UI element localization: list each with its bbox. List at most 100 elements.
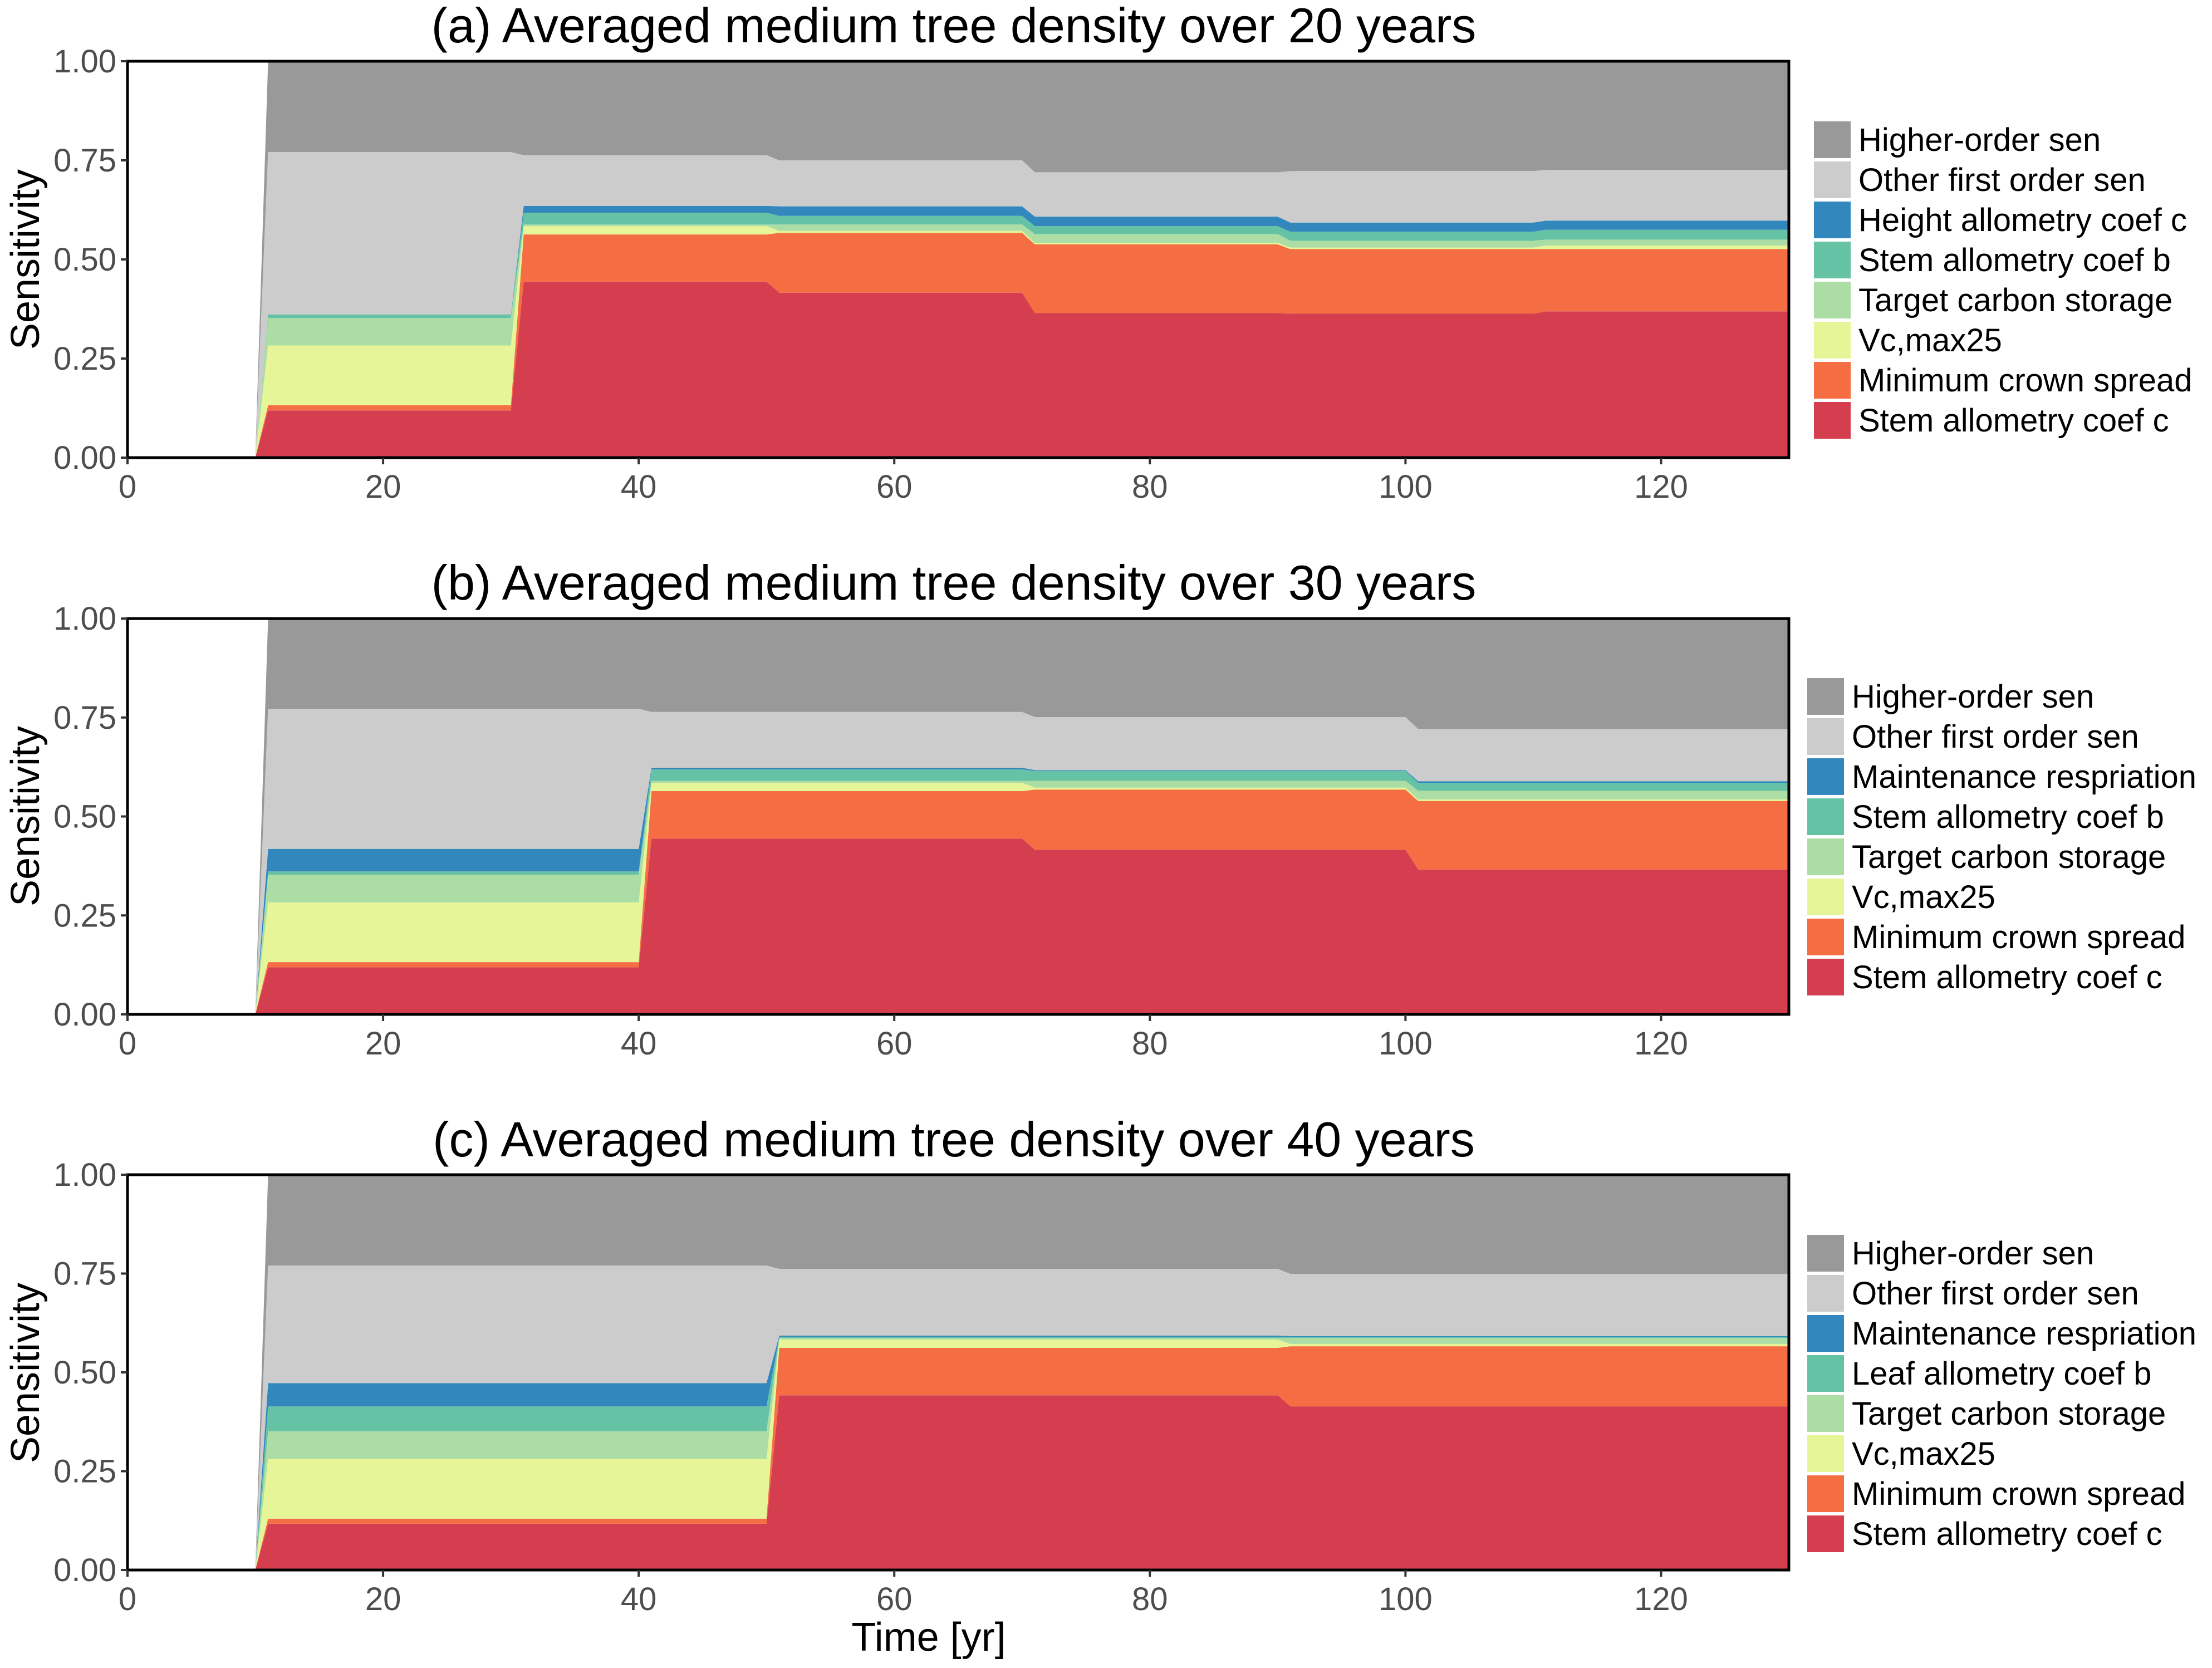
legend-label: Target carbon storage: [1852, 839, 2166, 875]
legend-key: [1807, 1475, 1844, 1512]
legend-label: Target carbon storage: [1858, 282, 2172, 318]
area-higher-order-sen: [255, 61, 1789, 458]
x-tick-label: 0: [119, 1581, 136, 1617]
legend-key: [1807, 678, 1844, 715]
panel-c: (c) Averaged medium tree density over 40…: [3, 1112, 2196, 1617]
y-axis-title: Sensitivity: [3, 1283, 48, 1463]
x-tick-label: 0: [119, 469, 136, 505]
x-tick-label: 40: [621, 1581, 657, 1617]
y-tick-label: 1.00: [53, 601, 116, 637]
area-layers: [255, 1175, 1789, 1570]
area-layers: [255, 619, 1789, 1014]
y-tick-label: 1.00: [53, 1157, 116, 1193]
legend-key: [1814, 161, 1851, 198]
area-minimum-crown-spread: [255, 1346, 1789, 1570]
legend-key: [1814, 242, 1851, 278]
y-tick-label: 0.25: [53, 897, 116, 934]
panel-title: (a) Averaged medium tree density over 20…: [431, 0, 1477, 53]
legend: Higher-order sen Other first order sen Hei…: [1814, 121, 2193, 439]
y-tick-label: 0.75: [53, 143, 116, 179]
y-tick-label: 0.00: [53, 1552, 116, 1588]
panel-title: (b) Averaged medium tree density over 30…: [431, 555, 1477, 610]
legend-label: Stem allometry coef b: [1858, 242, 2171, 278]
legend-label: Other first order sen: [1858, 162, 2146, 198]
legend-label: Stem allometry coef b: [1852, 799, 2164, 835]
x-axis-title: Time [yr]: [851, 1615, 1006, 1660]
legend-key: [1814, 202, 1851, 238]
area-target-carbon-storage: [255, 781, 1789, 1014]
legend: Higher-order sen Other first order sen Mai…: [1807, 678, 2196, 995]
legend-label: Target carbon storage: [1852, 1396, 2166, 1432]
y-tick-label: 0.75: [53, 700, 116, 736]
legend-label: Stem allometry coef c: [1852, 959, 2162, 995]
area-minimum-crown-spread: [255, 789, 1789, 1014]
legend-key: [1807, 758, 1844, 795]
legend-key: [1807, 1515, 1844, 1552]
legend-label: Vc,max25: [1852, 879, 1995, 915]
y-tick-label: 0.00: [53, 440, 116, 476]
legend-label: Minimum crown spread: [1858, 362, 2193, 399]
area-stem-allometry-coef-c: [255, 281, 1789, 458]
panel-a: (a) Averaged medium tree density over 20…: [3, 0, 2193, 505]
x-tick-label: 80: [1132, 1581, 1168, 1617]
legend-key: [1807, 959, 1844, 995]
legend-label: Leaf allometry coef b: [1852, 1356, 2151, 1392]
area-higher-order-sen: [255, 1175, 1789, 1570]
area-stem-allometry-coef-c: [255, 1395, 1789, 1570]
x-tick-label: 40: [621, 1026, 657, 1062]
legend-label: Minimum crown spread: [1852, 919, 2186, 955]
y-tick-label: 0.50: [53, 1355, 116, 1391]
legend-key: [1807, 919, 1844, 955]
legend-key: [1814, 362, 1851, 399]
x-tick-label: 120: [1634, 1026, 1688, 1062]
legend-key: [1807, 838, 1844, 875]
y-tick-label: 0.25: [53, 1454, 116, 1490]
legend-label: Higher-order sen: [1858, 122, 2101, 158]
area-minimum-crown-spread: [255, 233, 1789, 458]
legend-key: [1814, 282, 1851, 318]
panel-title: (c) Averaged medium tree density over 40…: [433, 1112, 1475, 1167]
x-tick-label: 0: [119, 1026, 136, 1062]
y-tick-label: 0.75: [53, 1256, 116, 1292]
area-stem-allometry-coef-c: [255, 838, 1789, 1014]
x-tick-label: 100: [1379, 1026, 1433, 1062]
legend-label: Minimum crown spread: [1852, 1476, 2186, 1512]
legend-key: [1807, 1275, 1844, 1312]
legend-label: Maintenance respriation: [1852, 759, 2196, 795]
legend-key: [1814, 121, 1851, 158]
legend-label: Stem allometry coef c: [1852, 1516, 2162, 1552]
y-axis-title: Sensitivity: [3, 726, 48, 906]
legend-label: Higher-order sen: [1852, 1235, 2094, 1272]
x-tick-label: 100: [1379, 469, 1433, 505]
y-axis-title: Sensitivity: [3, 169, 48, 350]
area-layers: [255, 61, 1789, 458]
legend-label: Vc,max25: [1852, 1436, 1995, 1472]
area-target-carbon-storage: [255, 1338, 1789, 1570]
x-tick-label: 60: [876, 469, 913, 505]
x-tick-label: 20: [365, 1026, 401, 1062]
x-tick-label: 60: [876, 1026, 913, 1062]
area-higher-order-sen: [255, 619, 1789, 1014]
area-stem-allometry-coef-b: [255, 213, 1789, 458]
legend-label: Height allometry coef c: [1858, 202, 2187, 238]
legend-key: [1807, 1235, 1844, 1272]
x-tick-label: 40: [621, 469, 657, 505]
y-tick-label: 1.00: [53, 43, 116, 80]
x-tick-label: 20: [365, 469, 401, 505]
area-vc-max25: [255, 1340, 1789, 1570]
panel-b: (b) Averaged medium tree density over 30…: [3, 555, 2196, 1062]
x-tick-label: 60: [876, 1581, 913, 1617]
y-tick-label: 0.50: [53, 799, 116, 835]
legend-label: Higher-order sen: [1852, 679, 2094, 715]
legend-label: Stem allometry coef c: [1858, 403, 2169, 439]
legend-key: [1807, 1395, 1844, 1432]
legend-key: [1807, 798, 1844, 835]
y-tick-label: 0.00: [53, 997, 116, 1033]
area-other-first-order-sen: [255, 709, 1789, 1014]
legend-label: Other first order sen: [1852, 719, 2139, 755]
legend-key: [1807, 1315, 1844, 1352]
x-tick-label: 80: [1132, 1026, 1168, 1062]
x-tick-label: 120: [1634, 469, 1688, 505]
